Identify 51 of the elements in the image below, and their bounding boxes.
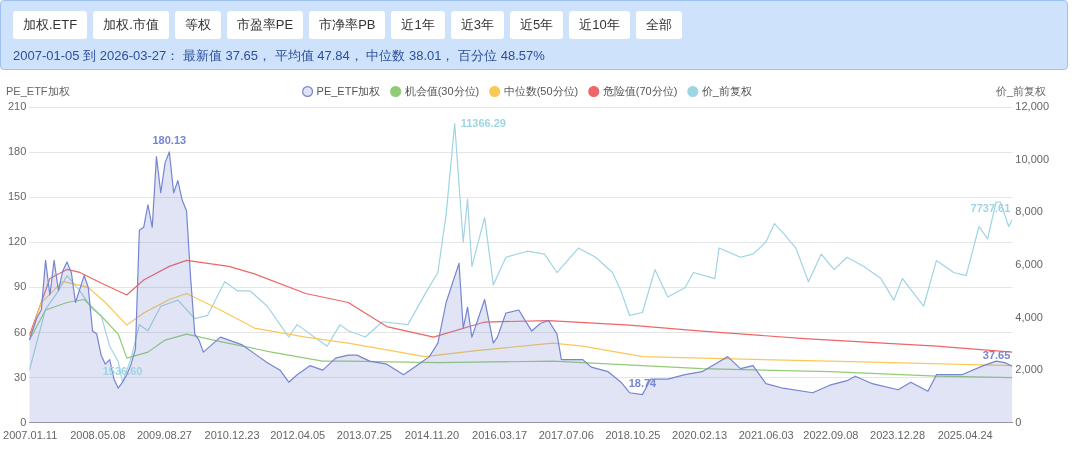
y2-tick-label: 12,000	[1015, 100, 1050, 113]
y-tick-label: 180	[7, 145, 27, 158]
y2-axis-title: 价_前复权	[994, 84, 1046, 97]
y-tick-label: 60	[14, 325, 27, 338]
legend-label: 中位数(50分位)	[503, 84, 579, 97]
y2-tick-label: 6,000	[1015, 257, 1043, 270]
x-tick-label: 2022.09.08	[803, 429, 859, 442]
x-tick-label: 2018.10.25	[605, 429, 661, 442]
text: 近10年	[569, 11, 630, 39]
text: 全部	[635, 11, 682, 39]
x-tick-label: 2010.12.23	[204, 429, 260, 442]
x-tick-label: 2009.08.27	[136, 429, 192, 442]
y-axis-title: PE_ETF加权	[6, 84, 70, 97]
text: 市盈率PE	[226, 11, 304, 39]
y-tick-label: 90	[14, 280, 27, 293]
text: 等权	[174, 11, 221, 39]
y-tick-label: 30	[14, 370, 27, 383]
x-tick-label: 2021.06.03	[738, 429, 794, 442]
text: 近1年	[391, 11, 445, 39]
y2-tick-label: 8,000	[1015, 205, 1043, 218]
text: 加权.ETF	[13, 11, 88, 39]
y2-tick-label: 10,000	[1015, 152, 1050, 165]
y-tick-label: 150	[7, 190, 27, 203]
x-tick-label: 2016.03.17	[472, 429, 528, 442]
y2-tick-label: 0	[1015, 415, 1022, 428]
data-label: 11366.29	[460, 116, 506, 129]
x-tick-label: 2012.04.05	[270, 429, 326, 442]
x-tick-label: 2014.11.20	[404, 429, 460, 442]
y-tick-label: 0	[20, 415, 27, 428]
x-tick-label: 2008.05.08	[70, 429, 126, 442]
y-tick-label: 210	[7, 100, 27, 113]
x-tick-label: 2020.02.13	[672, 429, 728, 442]
data-label: 180.13	[152, 134, 187, 147]
x-tick-label: 2023.12.28	[870, 429, 926, 442]
legend-label: PE_ETF加权	[316, 84, 381, 97]
y-tick-label: 120	[7, 235, 27, 248]
x-tick-label: 2007.01.11	[3, 429, 58, 442]
legend-label: 价_前复权	[700, 84, 752, 97]
x-tick-label: 2025.04.24	[937, 429, 993, 442]
text: 加权.市值	[93, 11, 169, 39]
y2-tick-label: 2,000	[1015, 363, 1043, 376]
legend-label: 机会值(30分位)	[404, 84, 480, 97]
legend-label: 危险值(70分位)	[602, 84, 678, 97]
chart-subtitle: 2007-01-05 到 2026-03-27： 最新值 37.65， 平均值 47.84， 中位数 38.01， 百分位 48.57%	[13, 47, 546, 65]
x-tick-label: 2013.07.25	[336, 429, 392, 442]
text: 市净率PB	[309, 11, 386, 39]
y2-tick-label: 4,000	[1015, 310, 1043, 323]
data-label: 37.65	[982, 348, 1011, 361]
text: 近3年	[450, 11, 504, 39]
text: 近5年	[509, 11, 564, 39]
x-tick-label: 2017.07.06	[538, 429, 594, 442]
